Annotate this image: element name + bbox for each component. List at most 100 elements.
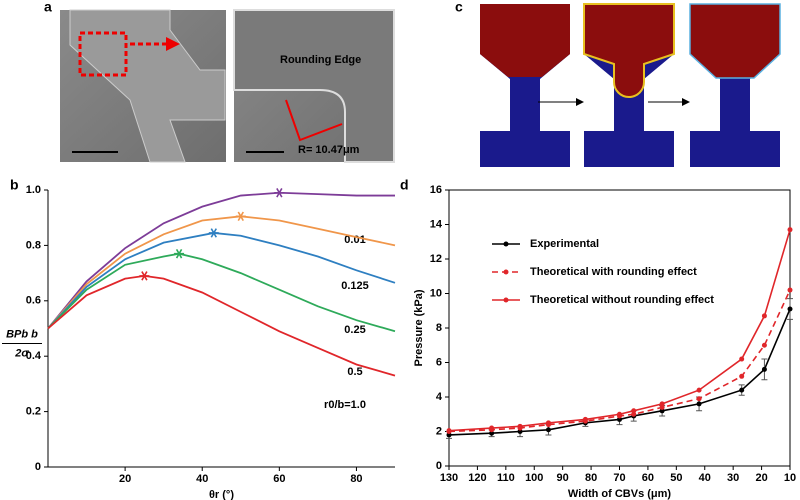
y-tick-label: 2 — [436, 425, 442, 437]
data-point — [787, 287, 793, 293]
data-point — [517, 423, 523, 429]
peak-star — [235, 211, 246, 222]
data-point — [761, 313, 767, 319]
sim-frame — [689, 3, 781, 167]
peak-star — [174, 248, 185, 259]
peak-star — [139, 271, 150, 281]
y-tick-label: 1.0 — [26, 184, 41, 196]
x-tick-label: 80 — [585, 472, 597, 484]
series-label: r0/b=1.0 — [324, 399, 366, 411]
channel — [69, 9, 226, 163]
arrow-head — [166, 37, 180, 51]
data-point — [545, 420, 551, 426]
x-tick-label: 20 — [755, 472, 767, 484]
sim-frame — [583, 3, 675, 167]
panel-a: Rounding Edge R= 10.47μm — [60, 9, 395, 163]
legend-label: Theoretical with rounding effect — [530, 266, 697, 278]
series-line — [47, 252, 396, 333]
series-line — [47, 191, 395, 330]
y-tick-label: 4 — [436, 391, 443, 403]
x-tick-label: 130 — [440, 472, 458, 484]
x-tick-label: 40 — [699, 472, 711, 484]
panel-label: a — [44, 0, 52, 15]
y-tick-label: 16 — [430, 184, 442, 196]
data-point — [739, 373, 745, 379]
data-point — [696, 387, 702, 393]
data-point — [659, 401, 665, 407]
annotation: Rounding Edge — [280, 54, 361, 66]
data-point — [659, 404, 665, 410]
data-point — [761, 366, 767, 372]
data-point — [739, 356, 745, 362]
data-point — [761, 342, 767, 348]
y-tick-label: 0.2 — [26, 406, 41, 418]
x-tick-label: 30 — [727, 472, 739, 484]
data-point — [617, 411, 622, 417]
series-label: 0.125 — [341, 280, 369, 292]
arrow-head — [682, 98, 690, 106]
data-point — [739, 387, 745, 393]
data-point — [517, 429, 523, 434]
data-point — [631, 408, 637, 414]
y-axis-label-denominator: 2σ — [14, 347, 29, 359]
data-point — [617, 416, 622, 422]
series-label: 0.01 — [344, 234, 365, 246]
data-point — [489, 430, 495, 436]
y-tick-label: 0 — [35, 461, 41, 473]
y-axis-label: Pressure (kPa) — [413, 289, 425, 366]
data-point — [696, 401, 702, 407]
y-tick-label: 6 — [436, 356, 442, 368]
data-point — [582, 416, 588, 422]
series-line — [448, 308, 791, 436]
legend-marker — [503, 269, 509, 275]
x-tick-label: 70 — [613, 472, 625, 484]
legend-label: Experimental — [530, 238, 599, 250]
rounded-edge — [233, 9, 395, 163]
x-tick-label: 120 — [468, 472, 486, 484]
data-point — [545, 427, 551, 433]
panel-label: d — [400, 177, 409, 193]
data-point — [787, 227, 793, 233]
series-line — [47, 232, 396, 330]
series-line — [47, 215, 396, 330]
sim-frame — [480, 4, 570, 167]
x-tick-label: 60 — [642, 472, 654, 484]
y-axis-label-numerator: BPb b — [6, 328, 38, 340]
data-point — [446, 428, 452, 434]
data-point — [631, 411, 637, 417]
x-tick-label: 50 — [670, 472, 682, 484]
radius-mark — [285, 99, 343, 142]
panel-label: b — [10, 177, 19, 193]
legend-marker — [503, 241, 509, 247]
peak-star — [208, 228, 219, 238]
x-tick-label: 20 — [119, 473, 131, 485]
series-line — [448, 229, 791, 432]
legend-marker — [503, 297, 509, 303]
data-point — [446, 432, 452, 438]
y-tick-label: 0.4 — [26, 350, 42, 362]
series-label: 0.5 — [347, 366, 362, 378]
peak-star — [274, 188, 285, 198]
x-tick-label: 60 — [273, 473, 285, 485]
x-tick-label: 40 — [196, 473, 208, 485]
y-tick-label: 0.6 — [26, 295, 41, 307]
arrow-head — [576, 98, 584, 106]
annotation: R= 10.47μm — [298, 144, 360, 156]
data-point — [659, 408, 665, 414]
series-label: 0.25 — [344, 324, 365, 336]
panel-c — [480, 3, 781, 167]
x-tick-label: 10 — [784, 472, 796, 484]
data-point — [696, 396, 702, 402]
y-tick-label: 8 — [436, 322, 442, 334]
y-tick-label: 0.8 — [26, 239, 41, 251]
y-tick-label: 0 — [436, 460, 442, 472]
x-axis-label: Width of CBVs (μm) — [568, 488, 672, 500]
x-tick-label: 90 — [557, 472, 569, 484]
zoom-box — [78, 31, 128, 77]
data-point — [787, 306, 793, 312]
data-point — [489, 425, 495, 431]
x-tick-label: 110 — [497, 472, 515, 484]
y-tick-label: 10 — [430, 287, 442, 299]
x-tick-label: 80 — [350, 473, 362, 485]
